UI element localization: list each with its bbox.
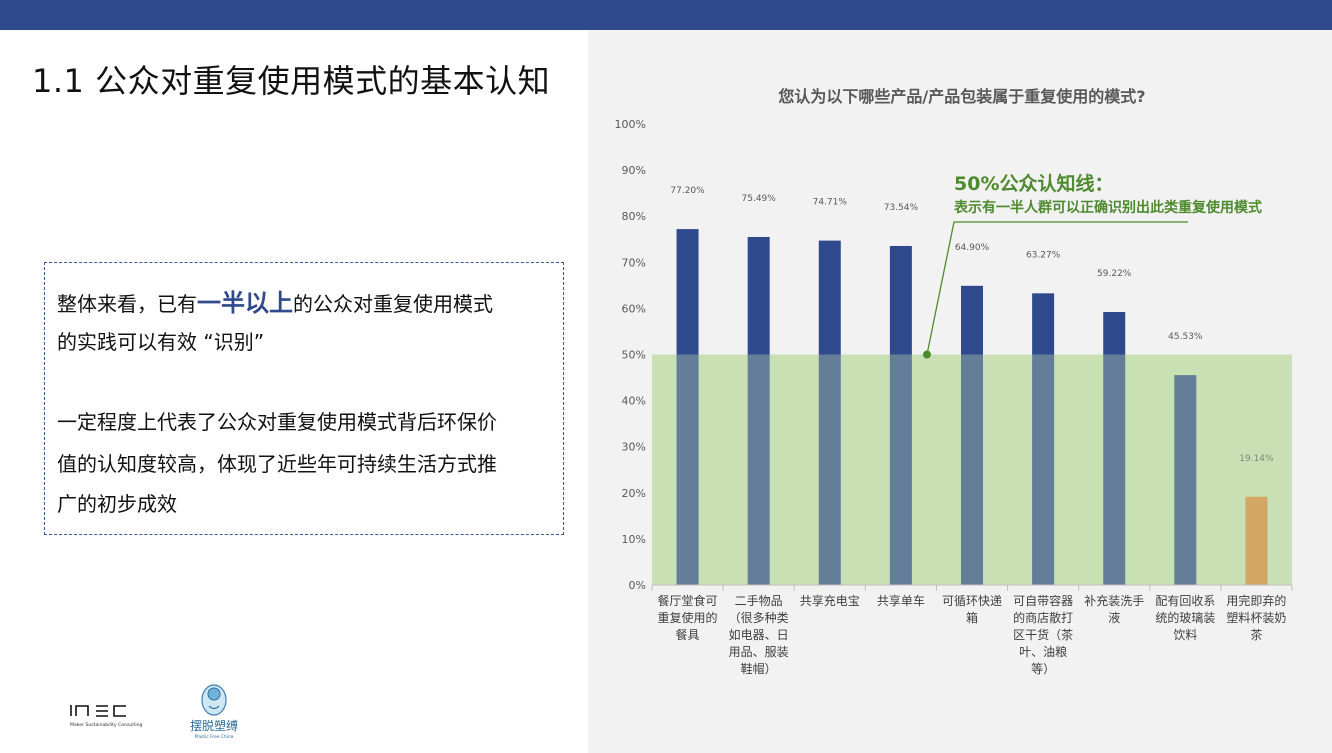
- summary-line-3: 一定程度上代表了公众对重复使用模式背后环保价: [57, 410, 497, 434]
- bar-chart: 您认为以下哪些产品/产品包装属于重复使用的模式? 0% 10% 20% 30% 40% 5…: [615, 87, 1293, 676]
- threshold-band-overlay: [652, 354, 1292, 585]
- annotation-text: 表示有一半人群可以正确识别出此类重复使用模式: [953, 199, 1262, 216]
- bar-value-label: 75.49%: [742, 194, 777, 204]
- left-pane: [0, 30, 588, 753]
- x-category-label: 补充装洗手液: [1084, 593, 1144, 625]
- y-tick-label: 30%: [622, 441, 646, 454]
- summary-emphasis: 一半以上: [197, 289, 293, 317]
- pfc-logo-en: Plastic Free China: [195, 734, 234, 740]
- annotation-leader-line: [926, 221, 1188, 355]
- bar: [818, 240, 841, 585]
- header-bar: [0, 0, 1332, 30]
- msc-logo: Maker Sustainability Consulting: [70, 705, 143, 728]
- summary-line-5: 广的初步成效: [57, 492, 177, 516]
- bar-value-label: 59.22%: [1097, 269, 1132, 279]
- annotation-title: 50%公众认知线：: [954, 172, 1113, 195]
- x-category-label: 共享充电宝: [800, 593, 860, 608]
- y-tick-label: 70%: [622, 256, 646, 269]
- x-category-label: 餐厅堂食可重复使用的餐具: [658, 593, 718, 642]
- bar-value-label: 19.14%: [1239, 454, 1274, 464]
- bars-group: 77.20% 75.49% 74.71% 73.54% 64.90% 63.27% 59.2…: [652, 186, 1292, 586]
- y-axis: 0% 10% 20% 30% 40% 50% 60% 70% 80% 90% 100%: [615, 118, 646, 592]
- summary-box: 整体来看，已有一半以上的公众对重复使用模式 的实践可以有效 “识别” 一定程度上…: [44, 262, 564, 535]
- y-tick-label: 40%: [622, 395, 646, 408]
- bar: [1103, 311, 1126, 585]
- bar: [1032, 293, 1055, 585]
- x-category-label: 配有回收系统的玻璃装饮料: [1155, 594, 1215, 642]
- page-title: 1.1 公众对重复使用模式的基本认知: [32, 62, 551, 100]
- bar: [1174, 375, 1197, 585]
- x-category-label: 可循环快递箱: [942, 594, 1002, 625]
- bar-value-label: 73.54%: [884, 203, 919, 213]
- summary-line-2: 的实践可以有效 “识别”: [57, 330, 265, 354]
- y-tick-label: 90%: [622, 164, 646, 177]
- bar-value-label: 63.27%: [1026, 250, 1061, 260]
- x-category-label: 二手物品（很多种类如电器、日用品、服装鞋帽）: [729, 594, 789, 676]
- x-category-label: 可自带容器的商店散打区干货（茶叶、油粮等）: [1013, 593, 1073, 676]
- y-tick-label: 0%: [629, 579, 646, 592]
- annotation-dot: [923, 350, 931, 359]
- x-category-label: 共享单车: [877, 593, 925, 608]
- bar: [747, 236, 770, 586]
- summary-line-1-end: 的公众对重复使用模式: [293, 292, 493, 316]
- y-tick-label: 60%: [622, 302, 646, 315]
- bar: [676, 229, 699, 585]
- y-tick-label: 50%: [622, 349, 646, 362]
- bar: [961, 285, 983, 585]
- bar-value-label: 74.71%: [813, 198, 848, 208]
- y-tick-label: 100%: [615, 118, 646, 131]
- chart-title: 您认为以下哪些产品/产品包装属于重复使用的模式?: [778, 87, 1145, 106]
- x-category-label: 用完即弃的塑料杯装奶茶: [1226, 593, 1286, 642]
- bar: [889, 245, 912, 586]
- bar-value-label: 64.90%: [955, 243, 990, 253]
- pfc-logo-cn: 摆脱塑缚: [190, 718, 238, 733]
- y-tick-label: 80%: [622, 210, 646, 223]
- msc-logo-text: Maker Sustainability Consulting: [70, 722, 143, 728]
- bar-value-label: 77.20%: [670, 186, 705, 196]
- bar-value-label: 45.53%: [1168, 332, 1203, 342]
- y-tick-label: 20%: [622, 487, 646, 500]
- bar: [1245, 496, 1268, 585]
- summary-line-4: 值的认知度较高，体现了近些年可持续生活方式推: [57, 452, 497, 476]
- y-tick-label: 10%: [622, 533, 646, 546]
- summary-line-1: 整体来看，已有一半以上的公众对重复使用模式: [57, 283, 493, 318]
- plastic-free-china-logo: 摆脱塑缚 Plastic Free China: [190, 684, 238, 740]
- summary-line-1-start: 整体来看，已有: [57, 292, 197, 316]
- threshold-annotation: 50%公众认知线： 表示有一半人群可以正确识别出此类重复使用模式: [923, 172, 1262, 359]
